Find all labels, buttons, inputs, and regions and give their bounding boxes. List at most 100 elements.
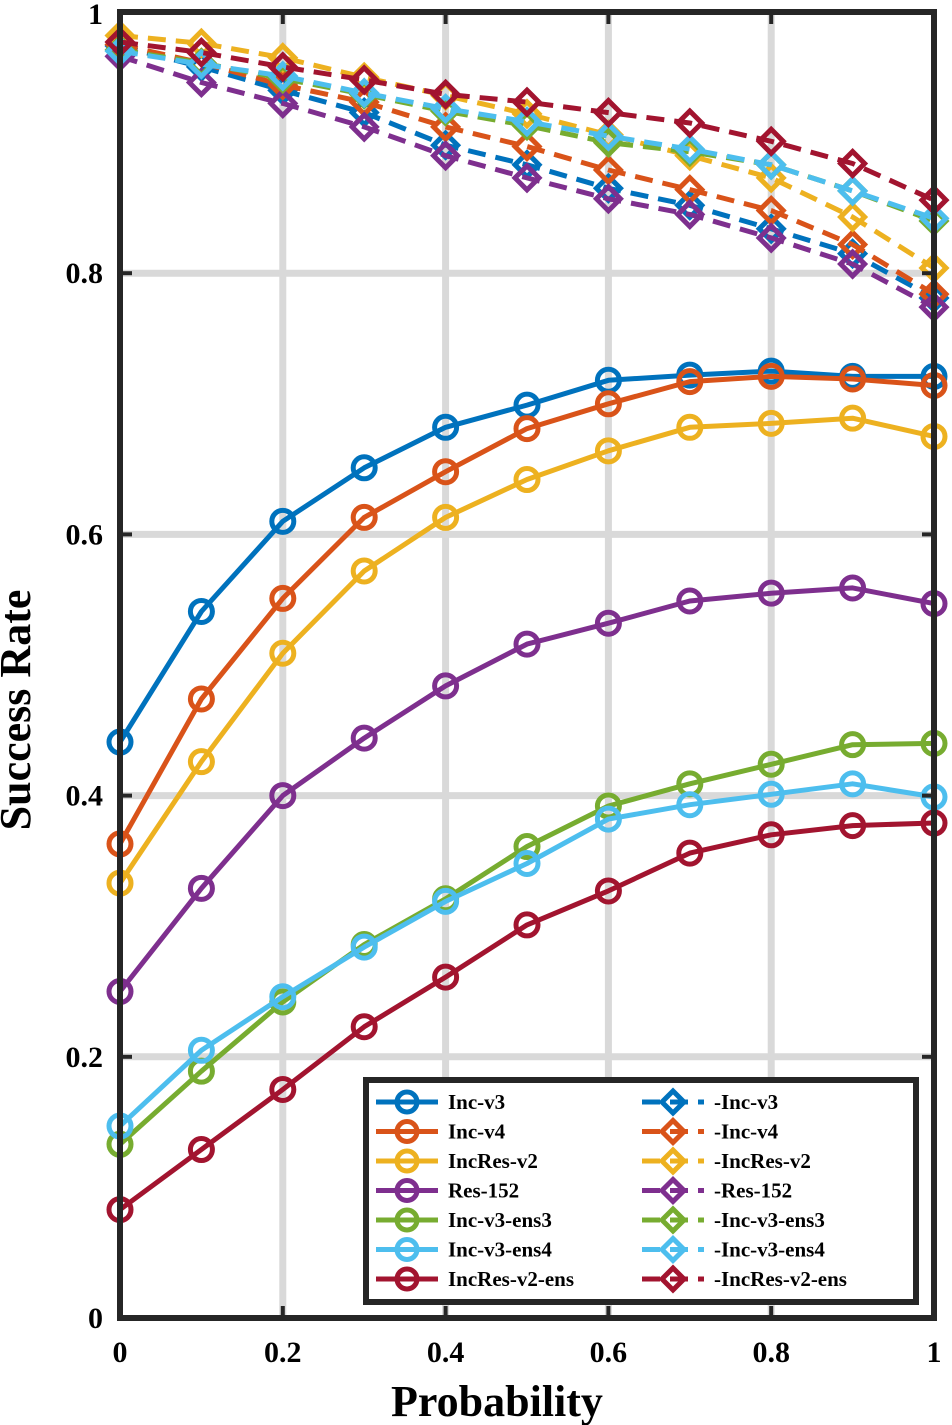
data-point	[269, 584, 297, 612]
legend-swatch-marker	[658, 1146, 688, 1176]
series-line	[117, 415, 935, 885]
data-point	[511, 162, 543, 194]
data-point	[757, 409, 785, 437]
series-line	[118, 740, 935, 1147]
legend-swatch-marker	[658, 1264, 688, 1294]
data-point	[757, 579, 785, 607]
data-point	[674, 189, 706, 221]
legend-item: -Inc-v3	[642, 1087, 778, 1117]
data-point	[350, 1013, 378, 1041]
data-point	[594, 805, 622, 833]
data-point	[432, 458, 460, 486]
legend-item: Inc-v3-ens4	[376, 1237, 552, 1262]
data-point	[513, 911, 541, 939]
data-point	[755, 222, 787, 254]
series-line	[119, 54, 936, 310]
y-tick-label: 0.2	[66, 1041, 104, 1074]
data-point	[755, 162, 787, 194]
x-tick-label: 0.4	[427, 1336, 465, 1369]
legend-item: Inc-v4	[376, 1119, 506, 1144]
data-point	[837, 175, 869, 207]
data-point	[592, 154, 624, 186]
data-point	[676, 368, 704, 396]
x-tick-label: 1	[927, 1336, 942, 1369]
data-point	[757, 780, 785, 808]
legend-item: -Inc-v3-ens3	[642, 1205, 825, 1235]
legend-label: Inc-v3-ens3	[448, 1208, 552, 1232]
legend-swatch-marker	[658, 1087, 688, 1117]
data-point	[513, 466, 541, 494]
series-line	[119, 42, 936, 297]
data-point	[350, 454, 378, 482]
data-point	[350, 503, 378, 531]
data-point	[839, 574, 867, 602]
x-tick-label: 0	[113, 1336, 128, 1369]
series-line	[118, 820, 935, 1212]
legend-item: Inc-v3	[376, 1089, 505, 1115]
data-point	[432, 963, 460, 991]
y-tick-label: 0	[88, 1302, 103, 1335]
legend-item: Inc-v3-ens3	[376, 1207, 552, 1233]
data-point	[839, 365, 867, 393]
legend-box	[363, 1077, 919, 1305]
data-point	[269, 1075, 297, 1103]
data-point	[430, 140, 462, 172]
legend-swatch-marker	[394, 1148, 420, 1174]
legend-label: -Inc-v3	[714, 1090, 778, 1114]
legend-item: Res-152	[376, 1178, 519, 1203]
y-tick-label: 1	[88, 0, 103, 31]
data-point	[350, 724, 378, 752]
y-tick-label: 0.6	[66, 518, 104, 551]
data-point	[757, 362, 785, 390]
data-point	[757, 750, 785, 778]
legend-item: IncRes-v2	[376, 1148, 538, 1174]
series-line	[117, 368, 934, 744]
data-point	[594, 437, 622, 465]
data-point	[432, 413, 460, 441]
legend-label: -Inc-v3-ens3	[714, 1208, 825, 1232]
legend-item: -Res-152	[642, 1175, 792, 1206]
data-point	[187, 597, 215, 625]
data-point	[269, 507, 297, 535]
series-line	[119, 48, 935, 221]
data-point	[187, 874, 215, 902]
data-point	[185, 66, 217, 99]
data-point	[837, 228, 869, 261]
series-line	[117, 373, 935, 846]
data-point	[755, 213, 787, 245]
legend-label: -Inc-v3-ens4	[714, 1238, 825, 1262]
y-tick-label: 0.8	[66, 257, 104, 290]
y-axis-label: Success Rate	[0, 590, 40, 831]
data-point	[837, 248, 869, 280]
legend-item: -Inc-v3-ens4	[642, 1234, 825, 1265]
legend-swatch-marker	[658, 1205, 688, 1235]
legend-swatch-marker	[394, 1178, 420, 1203]
tick-labels: 0 0.2 0.4 0.6 0.8 1 0 0.2 0.4 0.6 0.8 1	[66, 0, 942, 1369]
legend-label: IncRes-v2	[448, 1149, 538, 1173]
x-tick-label: 0.6	[590, 1336, 628, 1369]
legend-label: Inc-v4	[448, 1120, 506, 1144]
data-point	[187, 685, 215, 713]
data-point	[350, 933, 378, 961]
data-point	[187, 748, 215, 776]
data-point	[513, 850, 541, 878]
data-point	[430, 111, 462, 143]
legend-swatch-marker	[658, 1234, 688, 1265]
data-point	[350, 557, 378, 585]
legend-swatch-marker	[394, 1207, 420, 1233]
data-point	[755, 149, 787, 181]
data-point	[185, 48, 217, 80]
data-point	[837, 147, 869, 180]
legend-label: Res-152	[448, 1179, 519, 1203]
x-tick-label: 0.8	[752, 1336, 790, 1369]
legend-label: -Res-152	[714, 1179, 792, 1203]
data-point	[432, 503, 460, 531]
data-point	[511, 86, 543, 118]
data-point	[592, 97, 624, 129]
data-point	[676, 791, 704, 819]
series-neg-incres-v2-ens	[104, 26, 950, 216]
legend-label: Inc-v3	[448, 1090, 505, 1114]
data-point	[267, 51, 299, 83]
data-point	[269, 983, 297, 1011]
data-point	[430, 78, 462, 110]
